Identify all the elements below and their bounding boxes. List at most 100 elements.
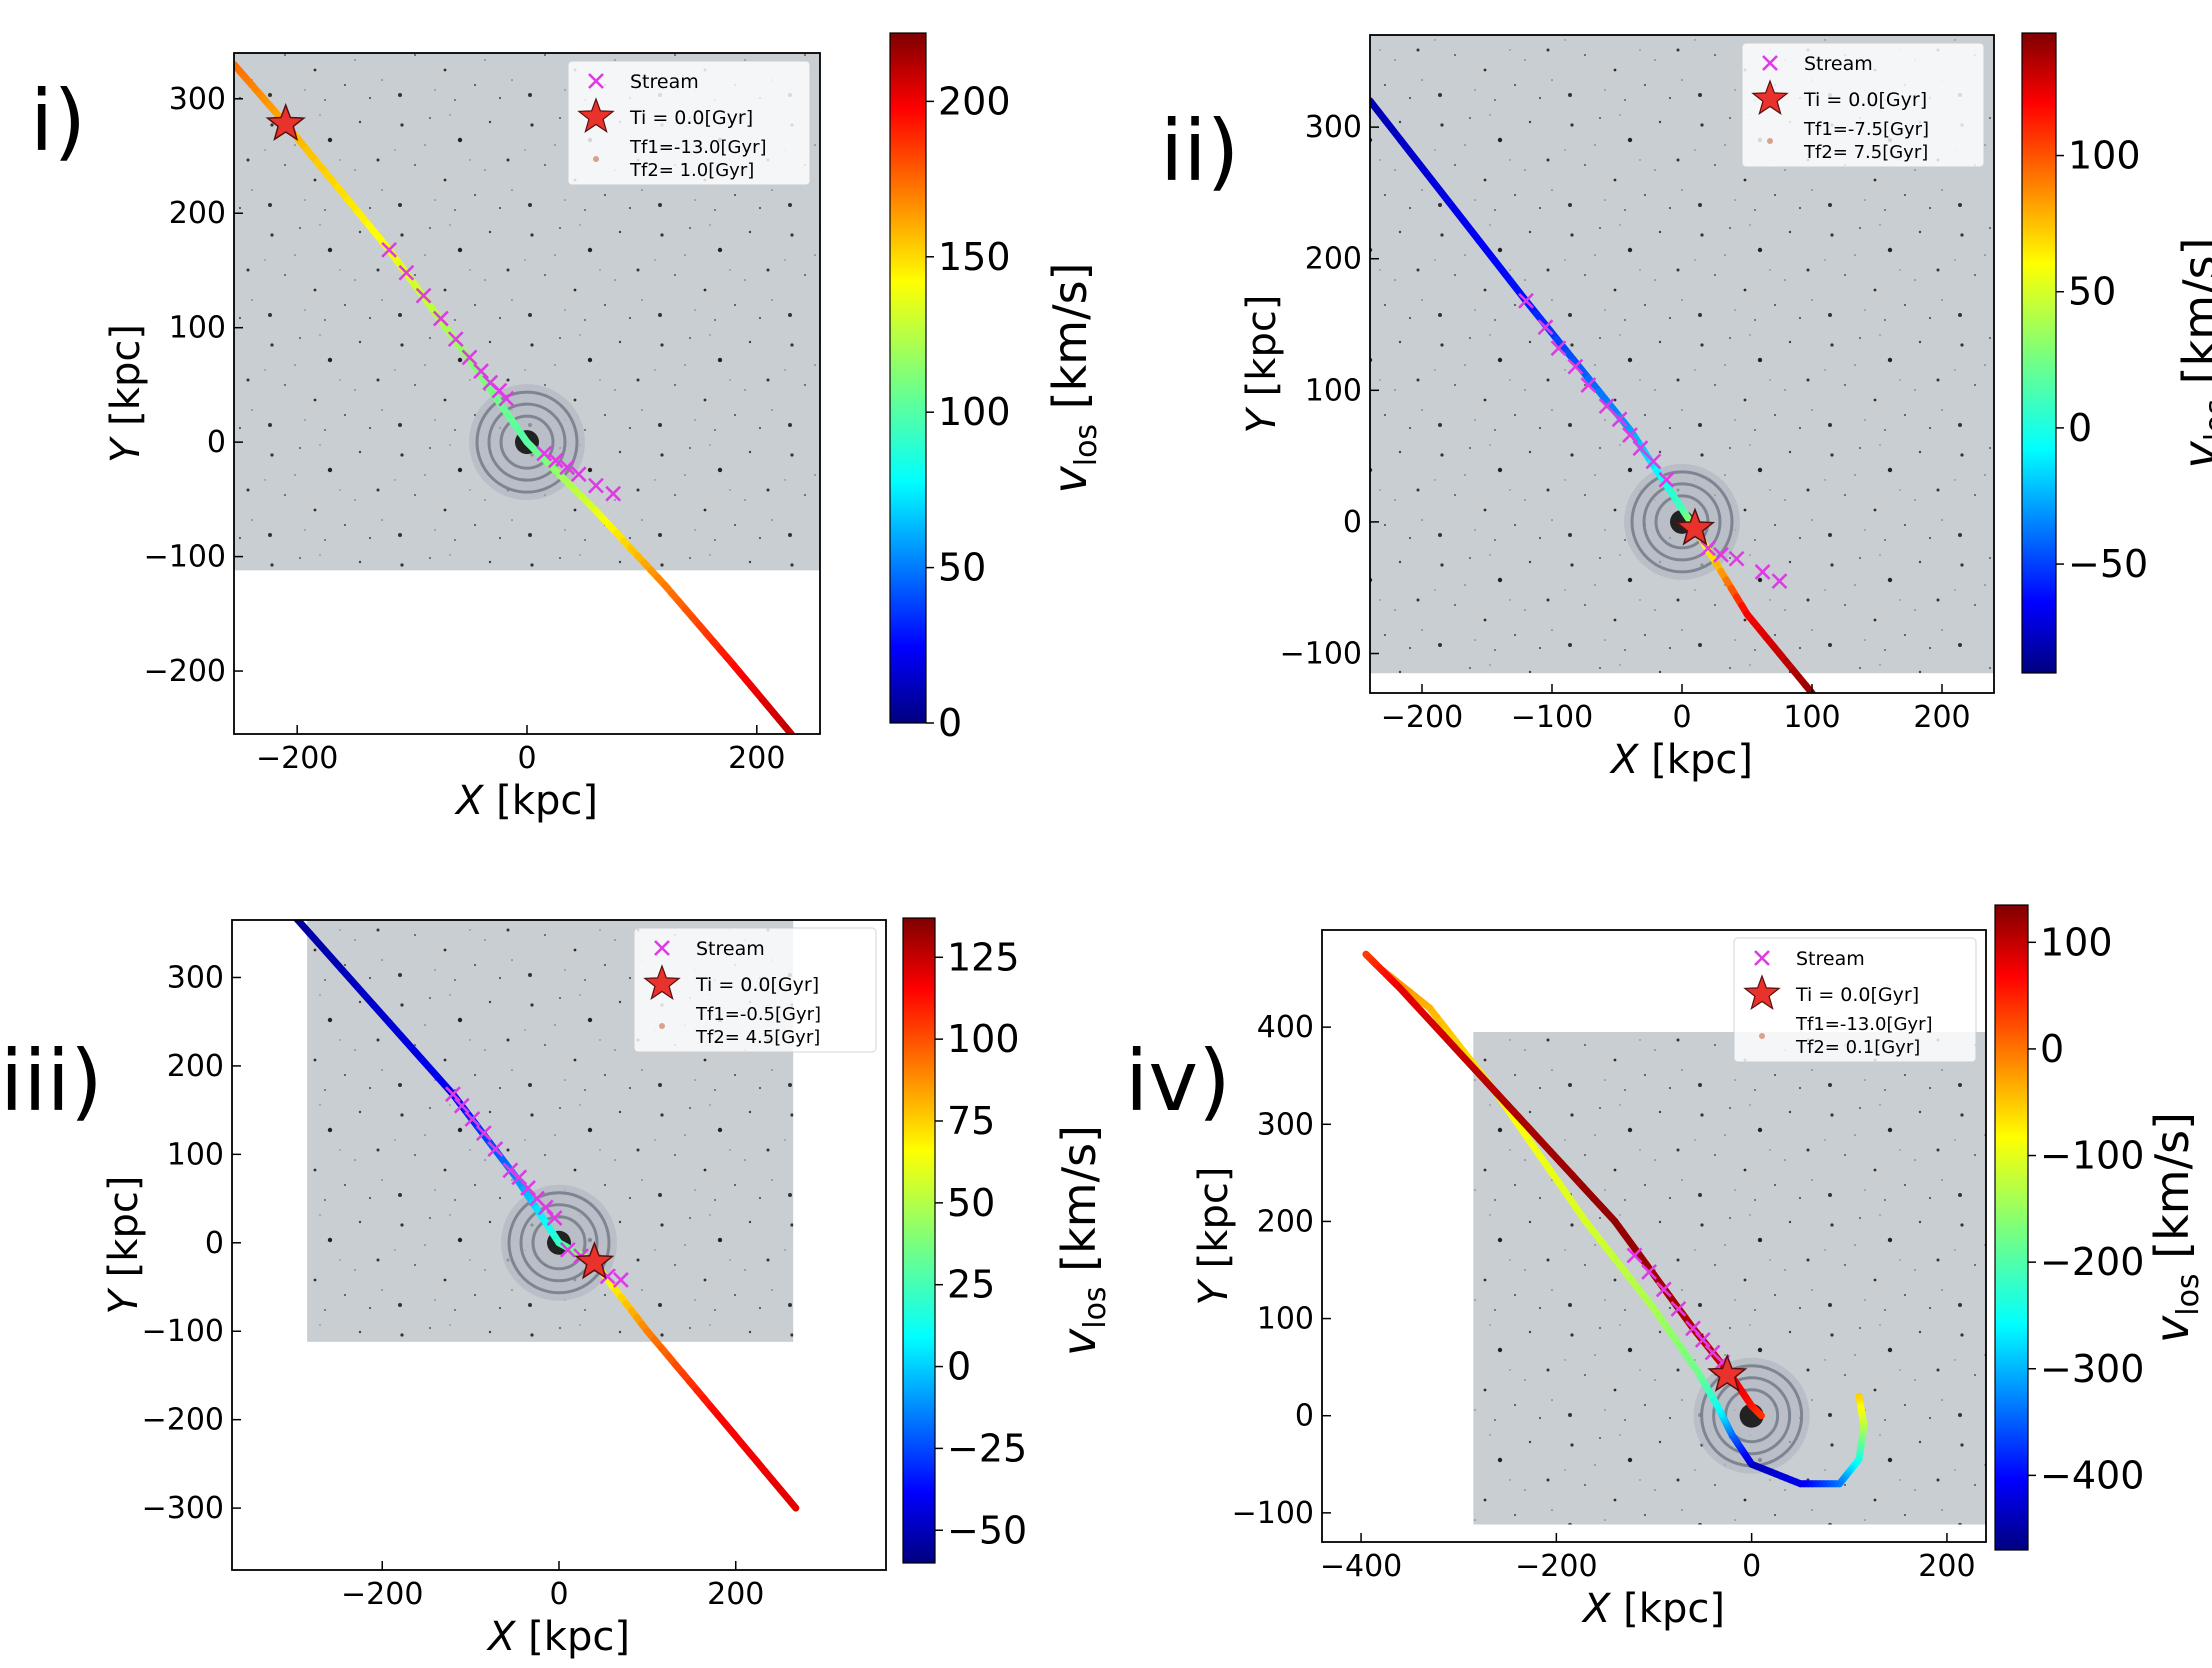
colorbar-tick-label: −100 xyxy=(2040,1134,2144,1178)
stream-particle xyxy=(1567,358,1584,375)
stream-particle xyxy=(570,466,587,483)
colorbar-tick-label: 200 xyxy=(938,79,1011,123)
legend-entry: Stream xyxy=(630,71,699,93)
panel-label: iv) xyxy=(1125,1032,1231,1130)
colorbar-tick-label: 75 xyxy=(947,1099,995,1143)
colorbar-tick-label: 150 xyxy=(938,235,1011,279)
x-tick-label: −100 xyxy=(1511,700,1593,735)
legend-entry: Stream xyxy=(1804,53,1873,75)
orbit-segment xyxy=(1444,197,1468,225)
stream-particle xyxy=(1641,1264,1658,1280)
x-tick-label: 200 xyxy=(1918,1549,1975,1584)
x-tick-label: 200 xyxy=(728,741,785,776)
legend-entry: Tf2= 0.1[Gyr] xyxy=(1795,1037,1920,1058)
orbit-segment xyxy=(1475,237,1499,265)
stream-particle xyxy=(546,1210,563,1226)
colorbar-tick-label: −200 xyxy=(2040,1240,2144,1284)
orbit-segment xyxy=(1397,137,1421,165)
x-tick-label: 0 xyxy=(517,741,536,776)
orbit-segment xyxy=(784,1495,800,1512)
stream-particle xyxy=(461,349,478,366)
y-tick-label: 300 xyxy=(1305,110,1362,145)
colorbar xyxy=(1994,904,2029,1551)
orbit-segment xyxy=(306,929,330,955)
y-tick-label: −200 xyxy=(142,1403,224,1438)
x-tick-label: −400 xyxy=(1320,1549,1402,1584)
y-axis-label: Y [kpc] xyxy=(1239,295,1285,434)
y-tick-label: 100 xyxy=(167,1137,224,1172)
orbit-segment xyxy=(1370,97,1390,125)
progenitor-star-icon xyxy=(1674,507,1716,546)
stream-particle xyxy=(588,477,604,494)
legend-stream-icon xyxy=(588,73,604,89)
panel-label: ii) xyxy=(1160,102,1239,200)
stream-particle xyxy=(1655,1281,1672,1298)
y-tick-label: 400 xyxy=(1257,1010,1314,1045)
stream-particle xyxy=(487,1141,504,1157)
x-axis-label: X [kpc] xyxy=(454,778,598,824)
y-tick-label: −200 xyxy=(144,654,226,689)
stream-particle xyxy=(498,390,515,407)
stream-particle xyxy=(1537,319,1554,336)
legend-stream-icon xyxy=(654,940,670,956)
colorbar xyxy=(2021,32,2057,674)
stream-particle xyxy=(605,485,622,502)
x-tick-label: −200 xyxy=(1381,700,1463,735)
stream-particle xyxy=(445,1086,461,1103)
y-tick-label: 0 xyxy=(205,1226,224,1261)
colorbar-tick-label: −300 xyxy=(2040,1347,2144,1391)
orbit-segment xyxy=(1802,681,1816,693)
progenitor-star-icon xyxy=(1707,1353,1748,1393)
legend-entry: Tf2= 7.5[Gyr] xyxy=(1803,142,1928,163)
x-tick-label: 0 xyxy=(1672,700,1691,735)
legend-entry: Stream xyxy=(696,938,765,960)
stream-particle xyxy=(1580,377,1597,393)
legend-orbit-icon xyxy=(1759,1033,1765,1039)
colorbar-tick-label: −50 xyxy=(2068,542,2148,586)
y-axis-label: Y [kpc] xyxy=(103,324,149,463)
x-tick-label: 100 xyxy=(1783,700,1840,735)
stream-particle xyxy=(1754,564,1771,580)
galaxy-image xyxy=(1693,1357,1810,1474)
orbit-segment xyxy=(353,983,377,1009)
stream-particle xyxy=(612,1272,629,1288)
orbit-segment xyxy=(369,1001,393,1027)
colorbar-tick-label: 50 xyxy=(938,546,986,590)
stream-particle xyxy=(432,310,449,327)
stream-particle xyxy=(1632,440,1649,457)
legend-entry: Tf1=-13.0[Gyr] xyxy=(1795,1014,1933,1035)
y-axis-label: Y [kpc] xyxy=(1191,1167,1237,1306)
colorbar-label: vlos [km/s] xyxy=(2173,238,2212,469)
stream-particle xyxy=(1728,550,1745,567)
y-tick-label: −100 xyxy=(142,1314,224,1349)
stream-particle xyxy=(559,1241,576,1258)
panel-1: i) Stream Ti = 0.0[Gyr] Tf1=-13.0[Gyr]Tf2= … xyxy=(30,32,1104,824)
stream-particle xyxy=(464,1111,481,1127)
x-tick-label: −200 xyxy=(341,1577,423,1612)
legend: Stream Ti = 0.0[Gyr] Tf1=-13.0[Gyr]Tf2= 1.… xyxy=(567,60,811,186)
legend: Stream Ti = 0.0[Gyr] Tf1=-7.5[Gyr]Tf2= 7.5… xyxy=(1741,42,1985,168)
legend-entry: Ti = 0.0[Gyr] xyxy=(1803,89,1927,111)
stream-particle xyxy=(453,1097,470,1114)
orbit-line xyxy=(1370,97,1816,693)
legend-entry: Ti = 0.0[Gyr] xyxy=(629,107,753,129)
x-tick-label: −200 xyxy=(1515,1549,1597,1584)
orbit-segment xyxy=(1413,157,1436,185)
legend-star-icon xyxy=(1751,79,1789,116)
stream-particle xyxy=(1685,1320,1701,1337)
colorbar-tick-label: −25 xyxy=(947,1426,1027,1470)
legend-orbit-icon xyxy=(659,1023,665,1029)
colorbar-tick-label: 50 xyxy=(2068,270,2116,314)
colorbar-tick-label: −50 xyxy=(947,1508,1027,1552)
colorbar-tick-label: 0 xyxy=(947,1345,971,1389)
y-tick-label: 200 xyxy=(1257,1204,1314,1239)
stream-particle xyxy=(1518,292,1534,309)
orbit-segment xyxy=(385,1019,409,1045)
orbit-segment xyxy=(322,947,346,973)
legend-entry: Tf1=-13.0[Gyr] xyxy=(629,137,767,158)
colorbar-tick-label: 0 xyxy=(938,701,962,745)
x-axis-label: X [kpc] xyxy=(1581,1586,1725,1632)
y-tick-label: −300 xyxy=(142,1491,224,1526)
legend-entry: Tf2= 1.0[Gyr] xyxy=(629,160,754,181)
